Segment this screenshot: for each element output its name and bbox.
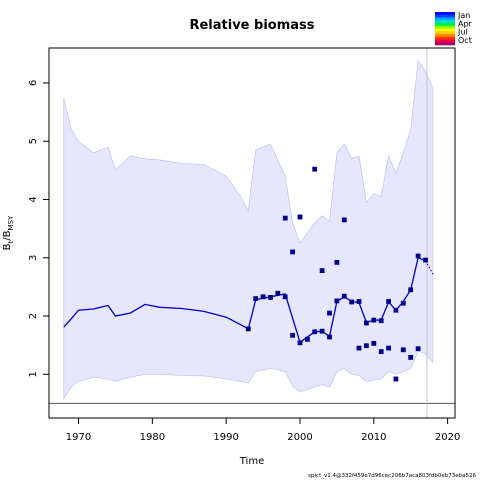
chart-title: Relative biomass (189, 18, 314, 33)
x-tick-label: 1970 (66, 432, 91, 443)
legend-color-band (435, 23, 455, 27)
legend-color-band (435, 25, 455, 29)
observation-point (349, 299, 355, 305)
legend-label: Jul (457, 28, 468, 37)
observation-point (290, 249, 295, 255)
legend-color-band (435, 14, 455, 18)
legend-color-band (435, 28, 455, 32)
observation-point (364, 343, 369, 349)
observation-point (334, 298, 340, 304)
observation-point (327, 310, 332, 316)
observation-point (305, 336, 310, 342)
observation-point (415, 346, 421, 352)
observation-point (341, 293, 347, 299)
observation-point (312, 329, 318, 335)
observation-point (371, 317, 377, 323)
x-tick-label: 1980 (140, 432, 165, 443)
legend-color-band (435, 42, 455, 46)
y-axis-label-sub1: t (7, 240, 15, 243)
observation-point (400, 300, 406, 306)
observation-point (386, 345, 391, 351)
observation-point (297, 214, 303, 220)
observation-point (282, 215, 288, 221)
y-tick-label: 2 (28, 313, 39, 319)
y-tick-label: 6 (28, 80, 39, 86)
x-tick-label: 2020 (435, 432, 460, 443)
y-tick-label: 1 (28, 371, 39, 377)
observation-point (386, 299, 391, 304)
y-tick-label: 5 (28, 138, 39, 144)
observation-point (297, 340, 303, 346)
observation-point (415, 253, 421, 259)
observation-point (393, 307, 399, 313)
y-axis-label-main: B (2, 243, 13, 250)
x-axis-ticks: 1970 1980 1990 2000 2010 2020 (66, 418, 460, 443)
observation-point (327, 334, 332, 340)
observation-point (290, 332, 295, 338)
y-axis-label-sep: /B (2, 230, 13, 240)
observation-point (282, 294, 288, 300)
observation-point (253, 296, 259, 301)
y-axis-label: Bt/BMSY (2, 215, 15, 250)
biomass-estimate (63, 256, 434, 344)
legend-label: Oct (458, 36, 472, 45)
observation-point (260, 294, 266, 300)
observation-point (341, 217, 347, 223)
legend-label: Jan (457, 11, 470, 20)
observation-point (423, 257, 428, 263)
estimate-line (63, 256, 426, 344)
legend-color-band (435, 17, 455, 21)
y-axis-ticks: 1 2 3 4 5 6 (28, 80, 49, 377)
observation-point (275, 290, 281, 296)
observation-point (319, 268, 325, 273)
observation-point (268, 295, 273, 300)
x-tick-label: 2000 (287, 432, 312, 443)
reference-lines (49, 48, 455, 418)
legend-color-band (435, 31, 455, 35)
y-axis-label-sub2: MSY (7, 215, 15, 230)
observation-point (378, 349, 384, 354)
legend-color-band (435, 20, 455, 24)
observation-point (356, 299, 362, 304)
x-axis-label: Time (239, 456, 264, 467)
legend-color-band (435, 34, 455, 38)
legend-color-band (435, 36, 455, 40)
x-tick-label: 2010 (361, 432, 386, 443)
observation-point (393, 376, 399, 382)
x-tick-label: 1990 (213, 432, 238, 443)
observation-points (245, 166, 428, 382)
observation-point (245, 326, 251, 332)
observation-point (408, 355, 414, 360)
forecast-line (425, 260, 434, 275)
observation-point (364, 320, 369, 326)
observation-point (400, 347, 406, 353)
y-tick-label: 4 (28, 196, 39, 202)
plot-frame (48, 47, 456, 419)
observation-point (319, 328, 325, 334)
legend-color-band (435, 39, 455, 43)
version-footer: spict_v1.4@332f459e7d96cec206b7aca803fdb… (308, 473, 476, 479)
observation-point (312, 166, 318, 172)
confidence-band-area (63, 59, 434, 400)
observation-point (408, 287, 414, 293)
y-tick-label: 3 (28, 255, 39, 261)
legend-label: Apr (458, 19, 473, 28)
observation-point (371, 341, 377, 346)
observation-point (378, 318, 384, 324)
observation-point (334, 260, 340, 265)
confidence-band (63, 59, 434, 400)
legend-color-band (435, 12, 455, 16)
observation-point (356, 345, 362, 351)
